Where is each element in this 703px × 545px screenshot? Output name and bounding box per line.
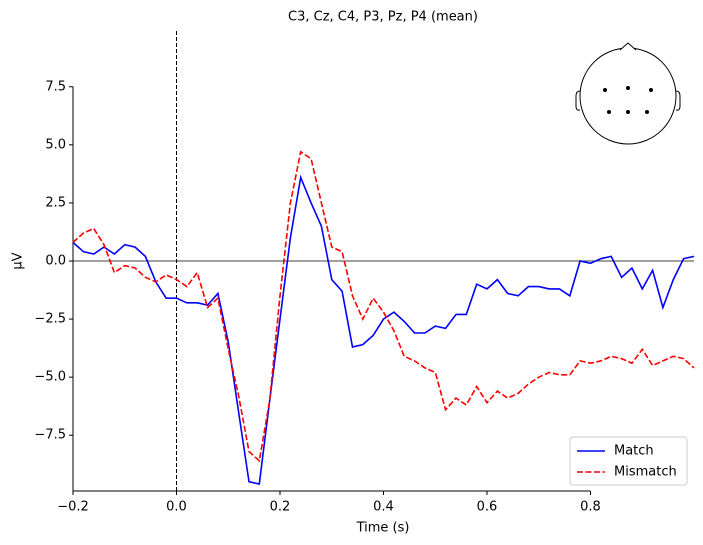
y-tick-label: −2.5 — [34, 312, 66, 327]
x-axis-label: Time (s) — [356, 521, 410, 536]
y-tick-label: 0.0 — [45, 254, 66, 269]
y-tick-label: −7.5 — [34, 428, 66, 443]
y-tick-label: 2.5 — [45, 195, 66, 210]
x-tick-label: −0.2 — [57, 500, 89, 515]
legend-box — [569, 436, 688, 486]
head-inset — [575, 42, 681, 145]
y-tick-label: 5.0 — [45, 137, 66, 152]
legend-label: Match — [614, 444, 654, 459]
series-line — [72, 174, 695, 485]
x-tick-label: 0.4 — [373, 500, 394, 515]
y-tick-label: 7.5 — [45, 79, 66, 94]
y-tick-label: −5.0 — [34, 370, 66, 385]
x-tick-label: 0.2 — [270, 500, 291, 515]
y-axis-label: µV — [11, 252, 26, 269]
x-tick-label: 0.8 — [580, 500, 601, 515]
series-line — [72, 150, 695, 463]
legend-label: Mismatch — [614, 465, 677, 480]
x-tick-label: 0.6 — [477, 500, 498, 515]
x-tick-label: 0.0 — [166, 500, 187, 515]
chart-title: C3, Cz, C4, P3, Pz, P4 (mean) — [288, 10, 478, 25]
